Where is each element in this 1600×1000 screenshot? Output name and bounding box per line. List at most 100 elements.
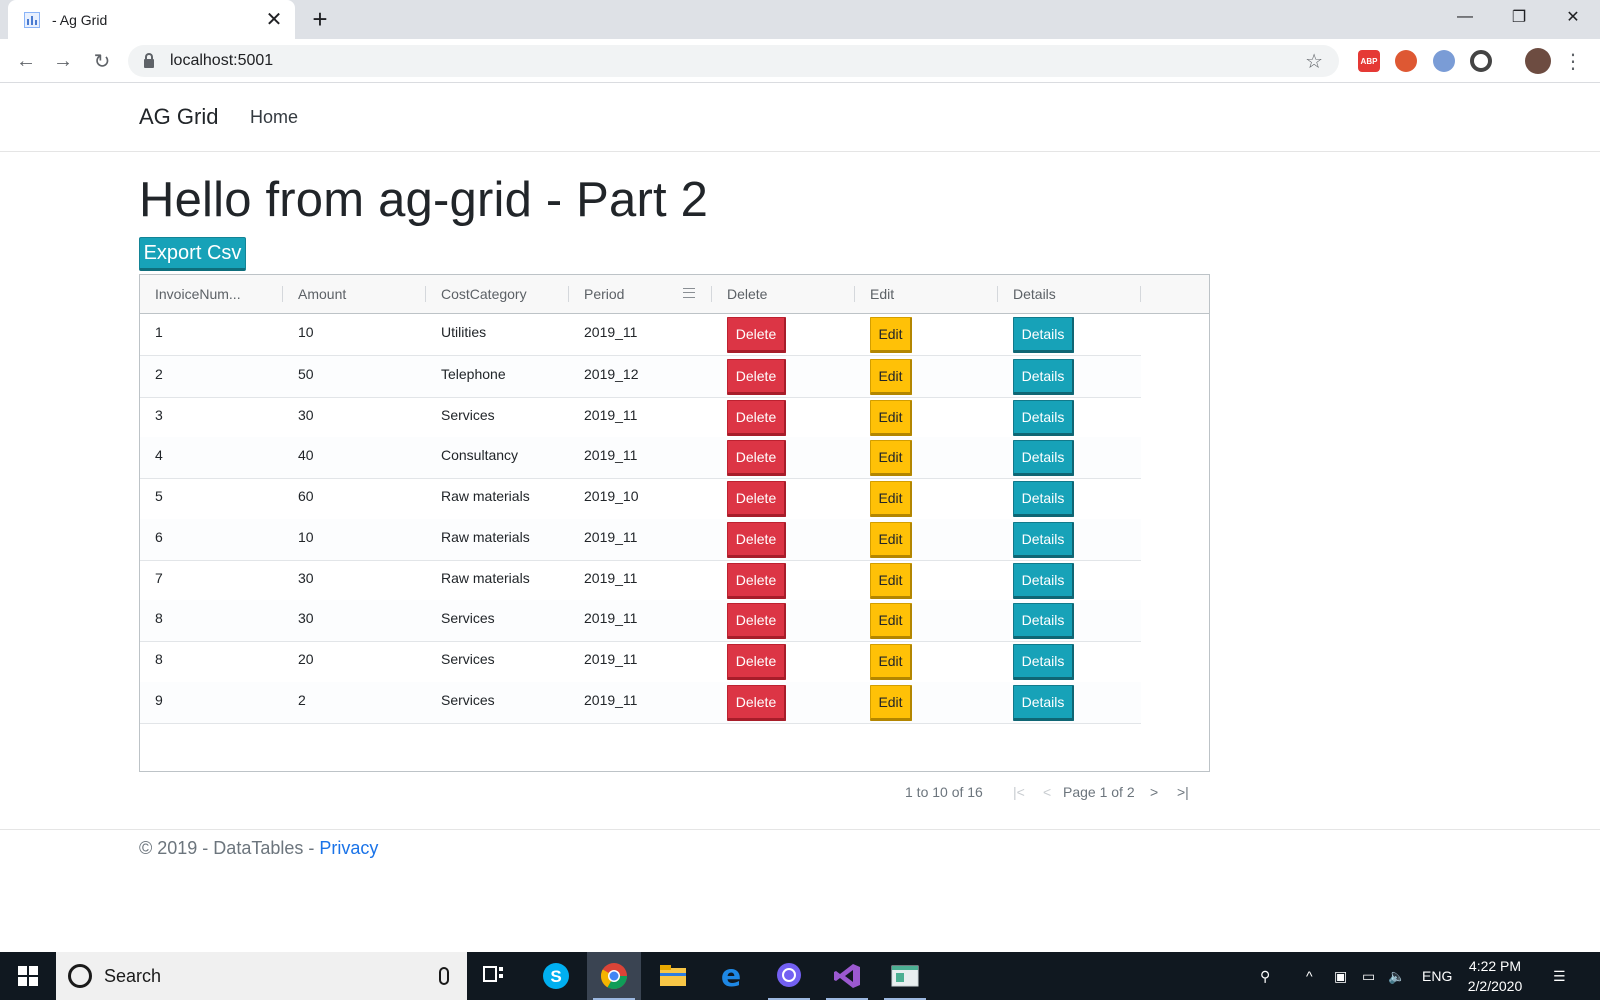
viber-icon[interactable] — [762, 952, 816, 1000]
close-tab-icon[interactable]: ✕ — [265, 9, 283, 31]
extension-icon[interactable] — [1433, 50, 1455, 72]
edit-button[interactable]: Edit — [870, 563, 912, 599]
edit-button[interactable]: Edit — [870, 644, 912, 680]
details-button[interactable]: Details — [1013, 685, 1074, 721]
header-period[interactable]: Period — [569, 275, 712, 313]
delete-button[interactable]: Delete — [727, 644, 786, 680]
profile-avatar[interactable] — [1525, 48, 1551, 74]
tray-overflow-icon[interactable]: ^ — [1306, 968, 1313, 984]
cell-invoice-number: 5 — [155, 488, 163, 504]
adblock-extension-icon[interactable]: ABP — [1358, 50, 1380, 72]
cell-amount: 2 — [298, 692, 306, 708]
app-window-icon[interactable] — [878, 952, 932, 1000]
battery-icon[interactable]: ▭ — [1362, 967, 1376, 984]
taskbar-search[interactable]: Search — [56, 952, 467, 1000]
table-row[interactable]: 2 50 Telephone 2019_12 Delete Edit Details — [140, 356, 1141, 398]
delete-button[interactable]: Delete — [727, 522, 786, 558]
next-page-icon[interactable]: > — [1150, 784, 1159, 800]
header-delete[interactable]: Delete — [712, 275, 855, 313]
header-details[interactable]: Details — [998, 275, 1141, 313]
nav-home-link[interactable]: Home — [250, 107, 299, 127]
details-button[interactable]: Details — [1013, 644, 1074, 680]
skype-icon[interactable]: S — [529, 952, 583, 1000]
details-button[interactable]: Details — [1013, 317, 1074, 353]
brand-link[interactable]: AG Grid — [139, 104, 219, 129]
browser-menu-icon[interactable]: ⋮ — [1563, 51, 1583, 73]
details-cell: Details — [998, 314, 1141, 355]
edit-button[interactable]: Edit — [870, 685, 912, 721]
export-csv-button[interactable]: Export Csv — [139, 237, 246, 271]
edit-button[interactable]: Edit — [870, 603, 912, 639]
table-row[interactable]: 6 10 Raw materials 2019_11 Delete Edit Details — [140, 519, 1141, 561]
edge-icon[interactable]: e — [704, 952, 758, 1000]
first-page-icon[interactable]: |< — [1013, 784, 1025, 800]
edit-button[interactable]: Edit — [870, 317, 912, 353]
bookmark-star-icon[interactable]: ☆ — [1305, 51, 1323, 73]
visual-studio-icon[interactable] — [820, 952, 874, 1000]
cell-amount: 50 — [298, 366, 314, 382]
security-icon[interactable]: ▣ — [1334, 967, 1348, 984]
start-button[interactable] — [0, 952, 56, 1000]
language-indicator[interactable]: ENG — [1422, 968, 1453, 984]
volume-icon[interactable]: 🔈 — [1388, 967, 1406, 984]
address-bar[interactable]: localhost:5001 ☆ — [128, 45, 1339, 77]
delete-button[interactable]: Delete — [727, 481, 786, 517]
details-button[interactable]: Details — [1013, 522, 1074, 558]
delete-button[interactable]: Delete — [727, 359, 786, 395]
chrome-taskbar-icon[interactable] — [587, 952, 641, 1000]
delete-button[interactable]: Delete — [727, 603, 786, 639]
header-amount[interactable]: Amount — [283, 275, 426, 313]
details-button[interactable]: Details — [1013, 603, 1074, 639]
prev-page-icon[interactable]: < — [1043, 784, 1052, 800]
table-row[interactable]: 5 60 Raw materials 2019_10 Delete Edit Details — [140, 478, 1141, 520]
table-row[interactable]: 3 30 Services 2019_11 Delete Edit Details — [140, 397, 1141, 439]
cell-invoice-number: 7 — [155, 570, 163, 586]
back-icon[interactable]: ← — [16, 49, 36, 72]
reload-icon[interactable]: ↻ — [93, 50, 111, 73]
task-view-icon[interactable] — [467, 952, 521, 1000]
delete-button[interactable]: Delete — [727, 317, 786, 353]
details-button[interactable]: Details — [1013, 440, 1074, 476]
details-button[interactable]: Details — [1013, 400, 1074, 436]
delete-button[interactable]: Delete — [727, 563, 786, 599]
notifications-icon[interactable]: ☰ — [1553, 967, 1566, 984]
details-button[interactable]: Details — [1013, 481, 1074, 517]
minimize-icon[interactable]: ― — [1457, 8, 1473, 25]
details-button[interactable]: Details — [1013, 359, 1074, 395]
clock[interactable]: 4:22 PM 2/2/2020 — [1460, 956, 1530, 996]
microphone-icon[interactable] — [439, 967, 449, 985]
table-row[interactable]: 4 40 Consultancy 2019_11 Delete Edit Details — [140, 437, 1141, 479]
edit-button[interactable]: Edit — [870, 481, 912, 517]
table-row[interactable]: 1 10 Utilities 2019_11 Delete Edit Details — [140, 314, 1141, 356]
privacy-link[interactable]: Privacy — [319, 838, 379, 858]
browser-tab[interactable]: - Ag Grid ✕ — [8, 0, 295, 39]
edit-button[interactable]: Edit — [870, 400, 912, 436]
forward-icon[interactable]: → — [53, 49, 73, 72]
new-tab-button[interactable]: + — [312, 4, 328, 34]
delete-button[interactable]: Delete — [727, 440, 786, 476]
duckduckgo-extension-icon[interactable] — [1395, 50, 1417, 72]
table-row[interactable]: 8 30 Services 2019_11 Delete Edit Details — [140, 600, 1141, 642]
edit-button[interactable]: Edit — [870, 440, 912, 476]
table-row[interactable]: 8 20 Services 2019_11 Delete Edit Details — [140, 641, 1141, 683]
extension-circle-icon[interactable] — [1470, 50, 1492, 72]
column-menu-icon[interactable] — [683, 288, 695, 298]
cell-period: 2019_12 — [584, 366, 639, 382]
delete-cell: Delete — [712, 641, 855, 682]
last-page-icon[interactable]: >| — [1177, 784, 1189, 800]
header-cost-category[interactable]: CostCategory — [426, 275, 569, 313]
edit-button[interactable]: Edit — [870, 522, 912, 558]
restore-icon[interactable]: ❐ — [1511, 9, 1527, 26]
people-icon[interactable]: ⚲ — [1260, 967, 1271, 984]
table-row[interactable]: 7 30 Raw materials 2019_11 Delete Edit Details — [140, 560, 1141, 602]
table-row[interactable]: 9 2 Services 2019_11 Delete Edit Details — [140, 682, 1141, 724]
file-explorer-icon[interactable] — [646, 952, 700, 1000]
details-button[interactable]: Details — [1013, 563, 1074, 599]
window-close-icon[interactable]: ✕ — [1566, 9, 1580, 26]
delete-button[interactable]: Delete — [727, 685, 786, 721]
header-edit[interactable]: Edit — [855, 275, 998, 313]
delete-button[interactable]: Delete — [727, 400, 786, 436]
edit-button[interactable]: Edit — [870, 359, 912, 395]
cell-amount: 60 — [298, 488, 314, 504]
header-invoice-number[interactable]: InvoiceNum... — [140, 275, 283, 313]
